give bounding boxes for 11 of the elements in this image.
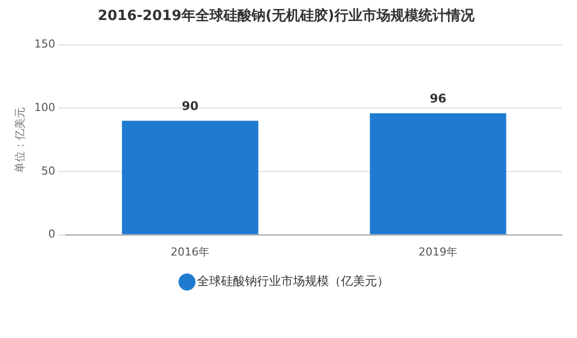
data-label: 90 [182, 98, 198, 113]
chart-title: 2016-2019年全球硅酸钠(无机硅胶)行业市场规模统计情况 [98, 7, 476, 24]
y-axis-title: 单位：亿美元 [13, 106, 26, 173]
x-tick-label: 2019年 [418, 245, 458, 258]
y-tick-label: 150 [34, 38, 56, 51]
y-tick-label: 100 [34, 100, 56, 114]
x-tick-label: 2016年 [170, 245, 210, 258]
y-tick-label: 0 [48, 228, 56, 241]
y-tick-label: 50 [41, 164, 56, 178]
data-label: 96 [430, 91, 446, 106]
legend-label: 全球硅酸钠行业市场规模（亿美元） [197, 274, 389, 288]
